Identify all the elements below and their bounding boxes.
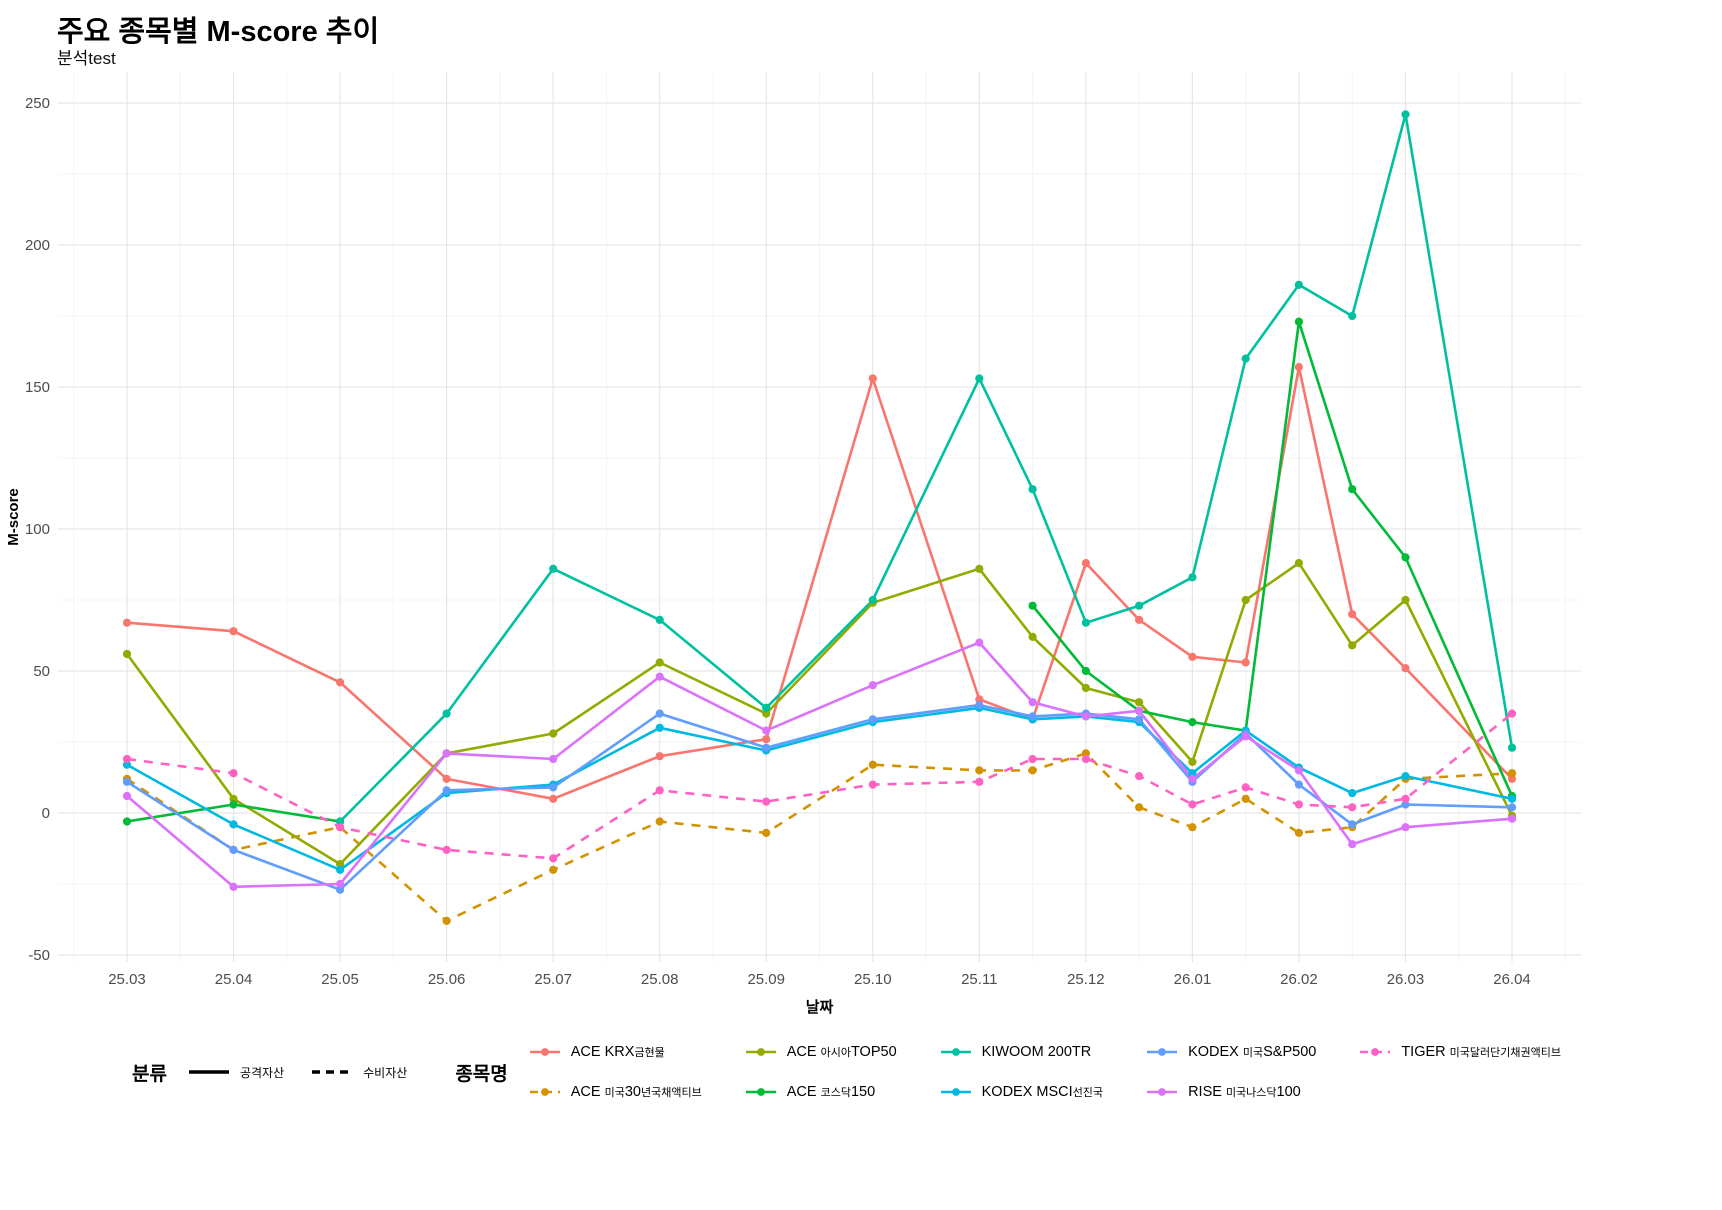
series-point-group [122,363,1517,803]
series-legend-label: ACE 아시아TOP50 [786,1044,897,1060]
x-axis-tick-label: 26.03 [1387,971,1425,988]
x-axis-tick-label: 25.07 [534,971,572,988]
series-point-group [122,709,1517,863]
x-axis-tick-label: 25.06 [428,971,466,988]
chart-title: 주요 종목별 M-score 추이 [57,16,380,48]
series-legend-label: ACE KRX금현물 [570,1044,665,1060]
x-axis-tick-label: 26.01 [1174,971,1212,988]
series-point-group [122,559,1517,869]
series-legend-label: KODEX 미국S&P500 [1188,1044,1317,1060]
mscore-line-chart: -50 0 50 100 150 200 250 25.03 25.04 25.05 25.06 25… [5,72,1581,1016]
series-line [126,365,1513,801]
y-axis-tick-label: 50 [33,663,50,680]
x-axis-tick-label: 25.05 [321,971,359,988]
x-axis-tick-label: 26.04 [1493,971,1531,988]
y-axis-tick-label: 250 [25,95,50,112]
category-legend-label: 수비자산 [363,1065,408,1080]
x-axis-tick-label: 25.08 [641,971,679,988]
series-legend-label: ACE 미국30년국채액티브 [570,1084,702,1100]
series-line [126,712,1513,860]
series-legend: 종목명 ACE KRX금현물 ACE 미국30년국채액티브 ACE 아시아TOP50… [455,1032,1561,1112]
category-legend-items: 공격자산 수비자산 [187,1063,407,1081]
series-line [125,561,1514,866]
chart-subtitle: 분석test [57,49,116,68]
series-legend-label: RISE 미국나스닥100 [1188,1084,1301,1100]
series-legend-item-2: ACE 미국30년국채액티브 [528,1083,702,1101]
category-legend-item-1: 공격자산 [187,1063,284,1081]
series-line [126,752,1513,923]
series-legend-item-6: KODEX MSCI선진국 [939,1083,1103,1101]
category-legend: 분류 공격자산 수비자산 [132,1059,407,1086]
series-legend-item-7: KODEX 미국S&P500 [1145,1043,1316,1061]
series-line [126,641,1513,889]
solid-line-key-icon [529,1048,560,1056]
series-line [126,703,1513,891]
category-legend-title: 분류 [132,1063,167,1085]
series-legend-label: KIWOOM 200TR [981,1044,1092,1060]
y-axis-tick-label: -50 [28,947,50,964]
x-axis-tick-label: 25.10 [854,971,892,988]
series-legend-item-4: ACE 코스닥150 [744,1083,897,1101]
series-point-group [336,110,1517,826]
series-legend-item-1: ACE KRX금현물 [528,1043,702,1061]
dashed-line-key-icon [1360,1048,1391,1056]
solid-line-key-icon [745,1048,776,1056]
series-legend-item-3: ACE 아시아TOP50 [744,1043,897,1061]
y-axis-tick-label: 100 [25,521,50,538]
dashed-line-key-icon [312,1070,353,1074]
x-axis-title: 날짜 [806,998,834,1016]
x-axis-tick-label: 25.04 [215,971,253,988]
series-legend-label: KODEX MSCI선진국 [981,1084,1104,1100]
minor-gridlines [58,72,1581,962]
x-axis-tick-label: 25.09 [747,971,785,988]
series-legend-label: TIGER 미국달러단기채권액티브 [1401,1044,1561,1060]
y-axis-title: M-score [5,488,22,546]
category-legend-item-2: 수비자산 [310,1063,407,1081]
x-axis-tick-label: 25.12 [1067,971,1105,988]
series-points [122,110,1517,926]
series-legend-items: ACE KRX금현물 ACE 미국30년국채액티브 ACE 아시아TOP50 ACE … [528,1032,1561,1112]
solid-line-key-icon [1147,1088,1178,1096]
series-line [1031,320,1514,797]
chart-legend: 분류 공격자산 수비자산 종목명 ACE KRX금현물 ACE 미국30년국채액티브… [132,1032,1561,1112]
y-axis-tick-label: 150 [25,379,50,396]
axis-tick-labels: -50 0 50 100 150 200 250 25.03 25.04 25.05 25.06 25… [25,95,1531,988]
solid-line-key-icon [940,1088,971,1096]
category-legend-label: 공격자산 [239,1065,285,1080]
series-line [339,113,1514,823]
solid-line-key-icon [745,1088,776,1096]
solid-line-key-icon [1147,1048,1178,1056]
x-axis-tick-label: 26.02 [1280,971,1318,988]
x-axis-tick-label: 25.03 [108,971,146,988]
series-legend-title: 종목명 [455,1063,508,1085]
series-legend-item-9: TIGER 미국달러단기채권액티브 [1358,1043,1561,1061]
solid-line-key-icon [940,1048,971,1056]
solid-line-key-icon [188,1070,229,1074]
series-legend-label: ACE 코스닥150 [786,1084,876,1100]
series-point-group [122,638,1517,891]
y-axis-tick-label: 200 [25,237,50,254]
series-legend-item-8: RISE 미국나스닥100 [1145,1083,1316,1101]
series-legend-item-5: KIWOOM 200TR [939,1043,1103,1061]
x-axis-tick-label: 25.11 [961,971,997,988]
y-axis-tick-label: 0 [42,805,50,822]
dashed-line-key-icon [529,1088,560,1096]
